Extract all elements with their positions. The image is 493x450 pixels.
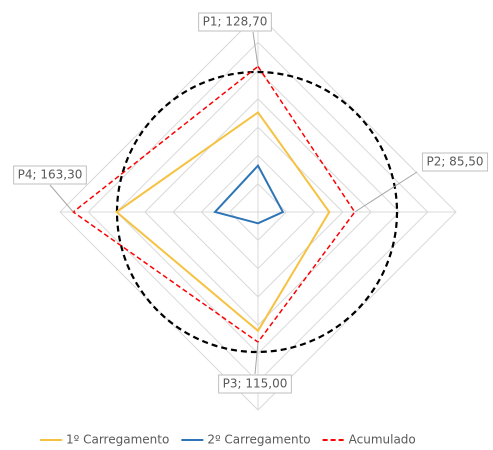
legend-label: 2º Carregamento <box>207 433 310 447</box>
label-box <box>218 374 292 394</box>
label-box <box>198 12 272 32</box>
legend-label: 1º Carregamento <box>66 433 169 447</box>
series-line <box>114 111 331 333</box>
data-label: P3; 115,00 <box>223 377 288 391</box>
legend-label: Acumulado <box>349 433 416 447</box>
data-label: P4; 163,30 <box>18 168 83 182</box>
leader-line <box>354 171 418 213</box>
reference-circle <box>115 70 399 354</box>
leader-line <box>254 342 259 375</box>
label-box <box>13 165 87 185</box>
label-box <box>421 152 489 172</box>
series-line <box>213 163 285 225</box>
leader-line <box>252 31 259 67</box>
leader-line <box>49 184 74 213</box>
data-label: P2; 85,50 <box>426 155 483 169</box>
series-line <box>71 65 356 344</box>
data-label: P1; 128,70 <box>203 15 268 29</box>
